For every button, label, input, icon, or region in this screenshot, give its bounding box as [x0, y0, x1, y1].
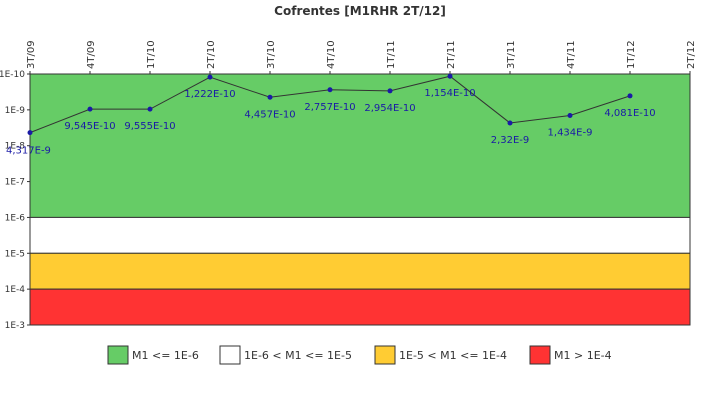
data-label-8: 2,32E-9 [491, 135, 530, 146]
plot-border [29, 73, 691, 326]
y-tick-label-4: 1E-6 [5, 213, 26, 223]
legend-swatch-3 [529, 345, 551, 365]
y-tick-label-6: 1E-4 [5, 285, 26, 295]
y-tick-label-1: 1E-9 [5, 106, 26, 116]
legend-swatch-2 [374, 345, 396, 365]
data-point-5 [327, 87, 333, 93]
risk-bands [29, 73, 691, 326]
data-label-4: 4,457E-10 [244, 109, 295, 120]
x-tick-label-6: 1T/11 [386, 40, 397, 69]
x-tick-label-4: 3T/10 [266, 40, 277, 69]
plot-frame [29, 73, 691, 326]
x-tick-label-2: 1T/10 [146, 40, 157, 69]
legend-label-2: 1E-5 < M1 <= 1E-4 [399, 349, 507, 362]
legend-swatch-0 [107, 345, 129, 365]
data-point-0 [27, 130, 33, 136]
data-point-8 [507, 120, 513, 126]
data-label-7: 1,154E-10 [424, 88, 475, 99]
y-tick-label-2: 1E-8 [5, 142, 26, 152]
x-tick-label-7: 2T/11 [446, 40, 457, 69]
y-tick-label-0: 1E-10 [0, 70, 25, 80]
legend: M1 <= 1E-6 1E-6 < M1 <= 1E-5 1E-5 < M1 <= … [107, 345, 612, 365]
x-tick-label-0: 3T/09 [26, 40, 37, 69]
band-0 [29, 73, 691, 218]
legend-label-1: 1E-6 < M1 <= 1E-5 [244, 349, 352, 362]
x-tick-label-11: 2T/12 [686, 40, 697, 69]
x-tick-label-3: 2T/10 [206, 40, 217, 69]
y-axis-ticks: 1E-10 1E-9 1E-8 1E-7 1E-6 1E-5 1E-4 1E-3 [0, 70, 30, 331]
data-label-5: 2,757E-10 [304, 102, 355, 113]
y-tick-label-5: 1E-5 [5, 249, 25, 259]
data-point-2 [147, 106, 153, 112]
data-label-1: 9,545E-10 [64, 121, 115, 132]
data-label-3: 1,222E-10 [184, 89, 235, 100]
y-tick-label-3: 1E-7 [5, 178, 25, 188]
x-tick-label-9: 4T/11 [566, 40, 577, 69]
x-axis-ticks: 3T/09 4T/09 1T/10 2T/10 3T/10 4T/10 1T/11 2T/11… [26, 40, 697, 74]
data-point-3 [207, 74, 213, 80]
chart-title: Cofrentes [M1RHR 2T/12] [274, 4, 446, 18]
data-label-2: 9,555E-10 [124, 121, 175, 132]
data-point-9 [567, 112, 573, 118]
data-label-6: 2,954E-10 [364, 103, 415, 114]
x-tick-label-8: 3T/11 [506, 40, 517, 69]
band-1 [29, 216, 691, 254]
x-tick-label-1: 4T/09 [86, 40, 97, 69]
legend-label-0: M1 <= 1E-6 [132, 349, 199, 362]
band-3 [29, 288, 691, 326]
x-tick-label-10: 1T/12 [626, 40, 637, 69]
legend-swatch-1 [219, 345, 241, 365]
data-labels: 4,317E-9 9,545E-10 9,555E-10 1,222E-10 4,457… [6, 88, 656, 156]
data-label-9: 1,434E-9 [548, 127, 593, 138]
data-point-1 [87, 106, 93, 112]
data-label-10: 4,081E-10 [604, 108, 655, 119]
data-point-4 [267, 94, 273, 100]
legend-label-3: M1 > 1E-4 [554, 349, 612, 362]
data-point-7 [447, 73, 453, 79]
y-tick-label-7: 1E-3 [5, 321, 25, 331]
data-label-0: 4,317E-9 [6, 146, 51, 157]
series-line [27, 73, 633, 136]
x-tick-label-5: 4T/10 [326, 40, 337, 69]
data-point-10 [627, 93, 633, 99]
band-2 [29, 252, 691, 290]
data-point-6 [387, 88, 393, 94]
